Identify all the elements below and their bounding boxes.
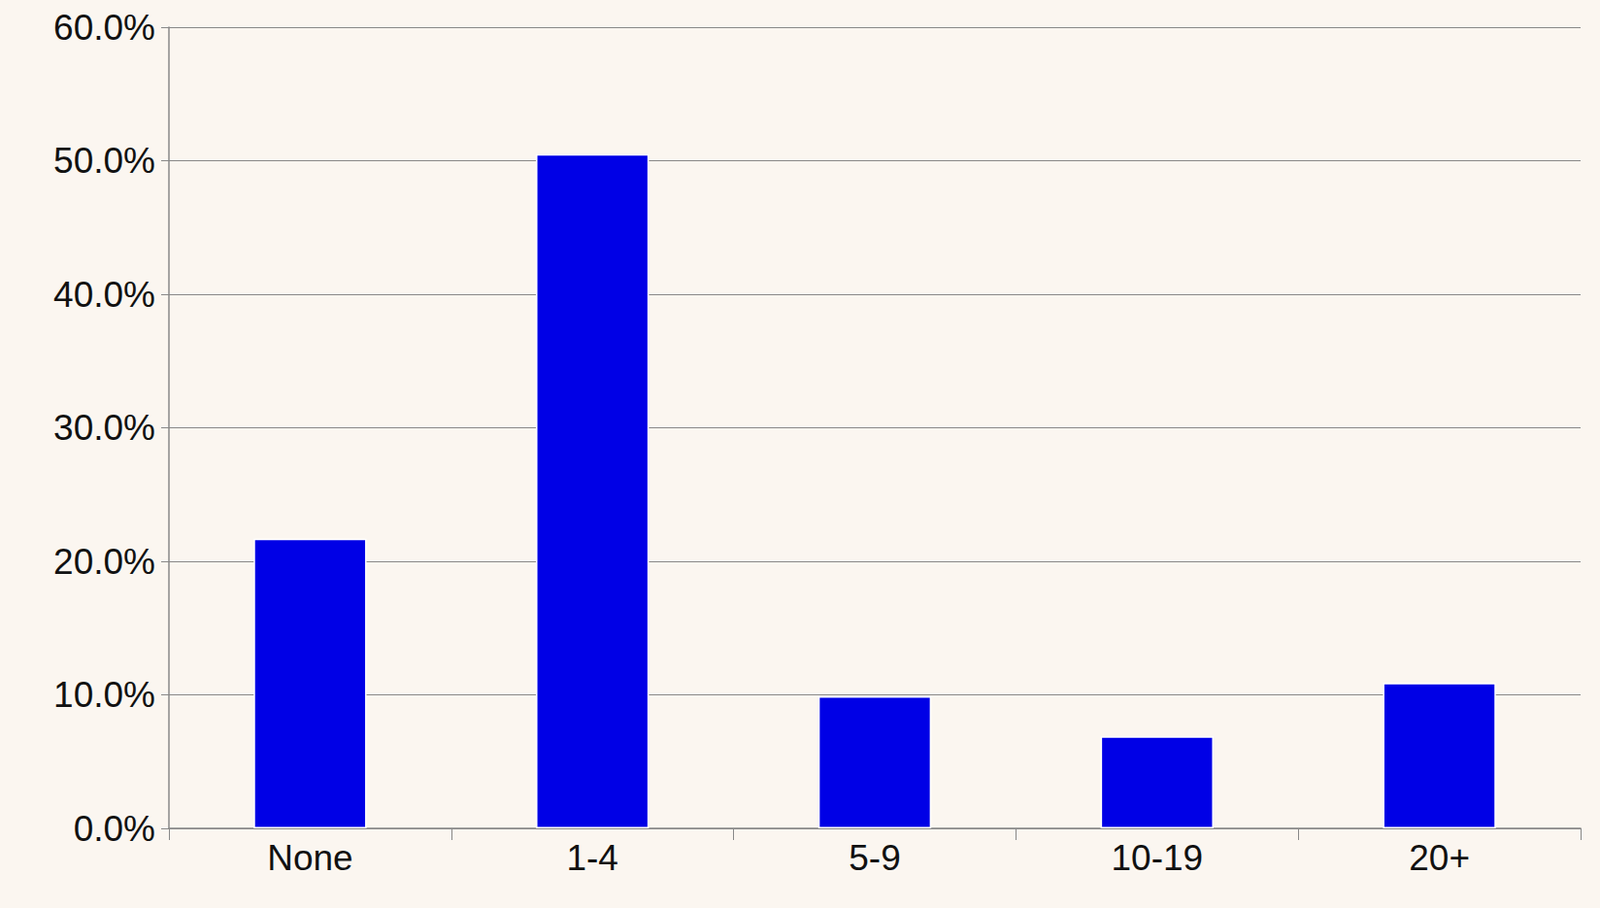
svg-text:None: None: [266, 837, 353, 878]
svg-text:1-4: 1-4: [566, 837, 618, 878]
svg-text:20.0%: 20.0%: [53, 541, 156, 582]
svg-text:0.0%: 0.0%: [73, 808, 156, 849]
svg-text:5-9: 5-9: [848, 837, 900, 878]
svg-text:30.0%: 30.0%: [53, 407, 156, 448]
svg-text:40.0%: 40.0%: [53, 274, 156, 315]
svg-text:50.0%: 50.0%: [53, 140, 156, 181]
svg-text:10-19: 10-19: [1110, 837, 1203, 878]
svg-text:60.0%: 60.0%: [53, 7, 156, 48]
svg-text:10.0%: 10.0%: [53, 674, 156, 715]
svg-text:20+: 20+: [1408, 837, 1470, 878]
